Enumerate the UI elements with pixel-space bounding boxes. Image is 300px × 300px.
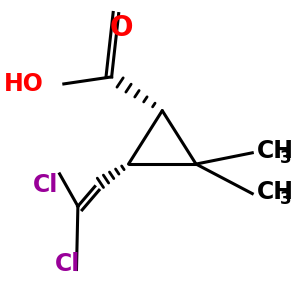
Text: 3: 3 (280, 149, 292, 167)
Text: O: O (110, 14, 133, 42)
Text: CH: CH (256, 140, 293, 164)
Text: HO: HO (4, 72, 44, 96)
Text: 3: 3 (280, 190, 292, 208)
Text: Cl: Cl (56, 252, 81, 276)
Text: CH: CH (256, 180, 293, 204)
Text: Cl: Cl (33, 173, 58, 197)
